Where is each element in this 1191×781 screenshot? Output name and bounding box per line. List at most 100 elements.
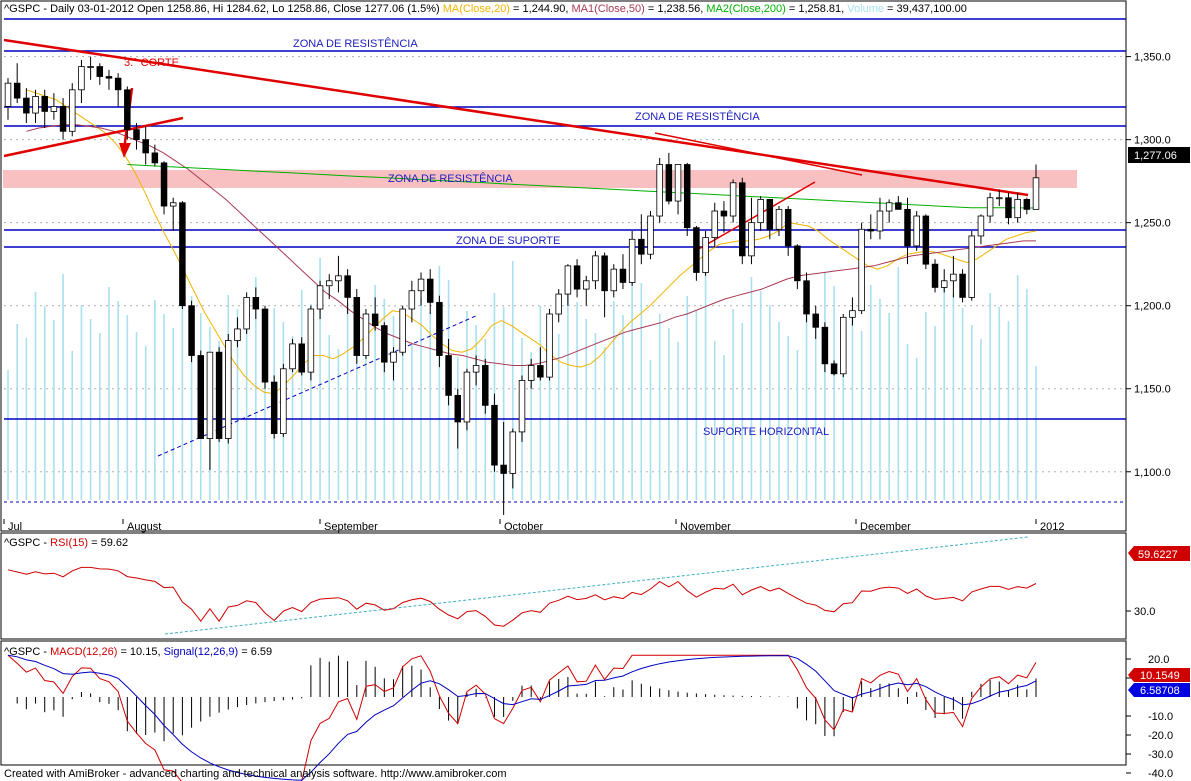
candle-bear: [683, 164, 691, 229]
candle-bear: [124, 89, 131, 131]
candle-bear: [298, 343, 305, 373]
candle-bull: [977, 215, 985, 237]
month-label: November: [680, 521, 731, 533]
macd-axis: 20.010.0-10.0-20.0-30.0-40.0: [1126, 654, 1173, 780]
candle-bear: [665, 164, 673, 202]
candle-bear: [197, 355, 204, 439]
zona-suporte-label: ZONA DE SUPORTE: [456, 235, 560, 247]
candle-bear: [252, 296, 260, 310]
candle-bull: [996, 197, 1003, 200]
candle-bear: [1023, 199, 1031, 210]
candle-bear: [160, 162, 168, 207]
price-tick-label: 1,150.0: [1134, 384, 1171, 396]
candle-bull: [950, 273, 957, 282]
candle-bull: [555, 293, 562, 315]
candle-bear: [821, 326, 829, 365]
macd-panel-frame: [0, 640, 1127, 766]
horizontal-levels: [4, 18, 1126, 420]
candle-bull: [206, 351, 214, 439]
rsi-tick-30: 30.0: [1134, 606, 1155, 618]
candle-bear: [13, 82, 21, 99]
macd-name: MACD(12,26): [50, 646, 117, 658]
candle-bull: [169, 202, 177, 207]
candle-bear: [904, 208, 911, 247]
corte-label: 3.° CORTE: [124, 57, 179, 69]
corte-arrow-head: [119, 143, 131, 158]
macd-title: ^GSPC - MACD(12,26) = 10.15, Signal(12,2…: [4, 646, 272, 658]
candle-bear: [426, 278, 434, 303]
candle-bear: [720, 210, 728, 217]
candle-bull: [527, 365, 535, 381]
header-ma200-value: = 1,258.81,: [789, 3, 844, 15]
candle-bear: [830, 363, 838, 375]
candle-bull: [78, 66, 85, 91]
footer-credit: Created with AmiBroker - advanced charti…: [4, 768, 507, 780]
rsi-prefix: ^GSPC -: [4, 537, 50, 549]
zona-resistencia-top-label: ZONA DE RESISTÊNCIA: [293, 37, 418, 50]
candle-bull: [986, 197, 994, 217]
rsi-value: = 59.62: [91, 537, 128, 549]
candle-bull: [757, 199, 764, 224]
candle-bear: [922, 215, 930, 265]
month-label: September: [324, 521, 378, 533]
candle-bull: [546, 313, 553, 378]
candle-bull: [858, 228, 865, 312]
candle-bear: [812, 313, 819, 328]
candle-bear: [959, 273, 966, 298]
macd-tick-label: -40.0: [1148, 768, 1173, 780]
candle-bull: [316, 285, 324, 310]
candle-bear: [619, 268, 627, 283]
rsi-line: [7, 566, 1037, 627]
macd-signal-value: = 6.59: [241, 646, 272, 658]
candle-bear: [491, 404, 498, 466]
candle-bull: [968, 235, 975, 298]
candle-bull: [362, 313, 370, 356]
november-downtrend: [654, 132, 863, 176]
candle-bull: [849, 310, 856, 318]
candle-bull: [729, 182, 737, 217]
macd-value: = 10.15,: [120, 646, 163, 658]
candle-bull: [702, 237, 709, 273]
candle-bull: [1032, 177, 1040, 210]
candle-bear: [114, 77, 122, 91]
candle-bear: [803, 280, 810, 315]
candle-bull: [4, 82, 12, 107]
candle-bear: [500, 464, 507, 474]
signal-last-box: [1128, 683, 1190, 697]
candle-bear: [454, 394, 461, 423]
candle-bear: [601, 255, 608, 292]
candle-bull: [518, 380, 526, 433]
month-label: 2012: [1040, 521, 1064, 533]
header-vol-value: = 39,437,100.00: [887, 3, 967, 15]
candle-bear: [895, 202, 902, 210]
header-ma200-name: MA2(Close,200): [706, 3, 785, 15]
candle-bull: [234, 328, 241, 341]
candle-bear: [573, 265, 581, 290]
candle-bear: [381, 325, 388, 363]
suporte-horizontal-label: SUPORTE HORIZONTAL: [703, 426, 829, 438]
header-ma50-name: MA1(Close,50): [571, 3, 644, 15]
header-ma20-value: = 1,244.90,: [513, 3, 568, 15]
macd-tick-label: -10.0: [1148, 711, 1173, 723]
candle-bear: [353, 296, 361, 356]
price-tick-label: 1,350.0: [1134, 52, 1171, 64]
candle-bull: [748, 222, 755, 257]
candle-bear: [105, 76, 113, 79]
candle-bull: [564, 265, 572, 295]
price-axis: 1,100.0 1,150.0 1,200.0 1,250.0 1,300.0 1,350…: [1126, 52, 1171, 479]
candle-bull: [940, 280, 948, 288]
candle-bull: [674, 164, 682, 202]
candle-bull: [463, 371, 471, 423]
candle-bear: [270, 381, 278, 434]
macd-signal-name: Signal(12,26,9): [164, 646, 239, 658]
last-price-box: [1128, 147, 1190, 163]
candle-bull: [472, 365, 480, 373]
candle-bear: [215, 351, 223, 439]
candle-bull: [509, 431, 517, 474]
candle-bear: [142, 139, 149, 154]
chart-header: ^GSPC - Daily 03-01-2012 Open 1258.86, H…: [4, 3, 967, 15]
ma200-line: [127, 164, 1037, 209]
candle-bear: [445, 355, 452, 396]
price-tick-label: 1,200.0: [1134, 301, 1171, 313]
